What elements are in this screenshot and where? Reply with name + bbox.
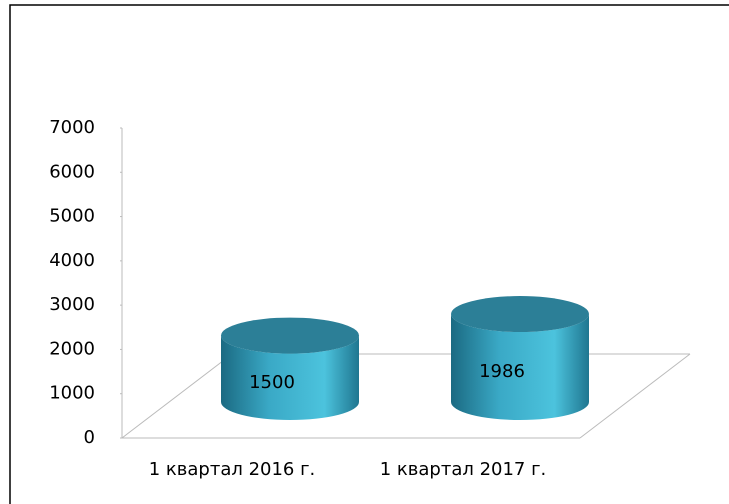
bar [221,335,359,420]
x-tick-label: 1 квартал 2016 г. [149,459,316,480]
y-tick-label: 3000 [49,294,95,315]
y-tick-label: 6000 [49,161,95,182]
data-label: 1500 [249,372,295,393]
x-tick-label: 1 квартал 2017 г. [380,459,547,480]
bar [451,314,589,420]
bar-top [451,296,589,333]
bar-top [221,317,359,354]
y-tick-label: 5000 [49,206,95,227]
y-tick-label: 0 [84,427,95,448]
y-tick-label: 1000 [49,383,95,404]
y-tick-label: 7000 [49,117,95,138]
frame [9,4,729,504]
data-label: 1986 [479,361,525,382]
floor [121,128,691,439]
y-tick-label: 4000 [49,250,95,271]
y-tick-label: 2000 [49,338,95,359]
